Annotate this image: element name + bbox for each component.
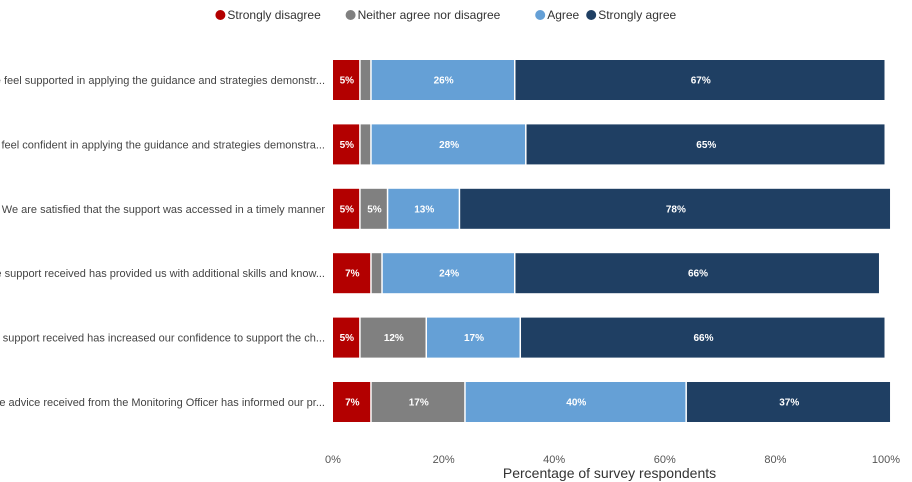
legend-label-1: Neither agree nor disagree xyxy=(358,8,501,22)
bar-segment xyxy=(333,382,371,422)
legend-label-0: Strongly disagree xyxy=(227,8,321,22)
data-label: 12% xyxy=(384,333,404,344)
data-label: 67% xyxy=(691,76,711,87)
bar-segment xyxy=(526,124,885,165)
legend-label-3: Strongly agree xyxy=(598,8,676,22)
category-labels: We feel supported in applying the guidan… xyxy=(0,75,325,409)
bar-segment xyxy=(360,124,371,165)
data-label: 5% xyxy=(340,204,355,215)
data-label: 7% xyxy=(345,398,360,409)
data-label: 5% xyxy=(340,76,355,87)
x-axis: 0% 20% 40% 60% 80% 100% xyxy=(325,454,900,466)
category-label: We feel supported in applying the guidan… xyxy=(0,75,325,87)
x-tick-label: 0% xyxy=(325,454,341,466)
data-label: 66% xyxy=(688,269,708,280)
bar-segment xyxy=(686,382,891,422)
bar-segment xyxy=(427,317,520,358)
data-label: 28% xyxy=(439,140,459,151)
data-label: 66% xyxy=(694,333,714,344)
bar-segment xyxy=(371,253,382,294)
bar-segment xyxy=(333,188,360,229)
data-label: 24% xyxy=(439,269,459,280)
bar-segment xyxy=(388,188,459,229)
bar-segment xyxy=(515,60,885,100)
legend-marker-1 xyxy=(345,10,356,20)
data-label: 37% xyxy=(779,398,799,409)
bar-segment xyxy=(333,253,371,294)
bar-segment xyxy=(515,253,879,294)
data-label: 7% xyxy=(345,269,360,280)
x-tick-label: 100% xyxy=(872,454,900,466)
data-label: 17% xyxy=(464,333,484,344)
data-label: 13% xyxy=(414,204,434,215)
data-label: 65% xyxy=(696,140,716,151)
bar-segment xyxy=(521,317,885,358)
data-label: 5% xyxy=(340,140,355,151)
bar-segment xyxy=(371,60,514,100)
data-label: 78% xyxy=(666,204,686,215)
category-label: The advice received from the Monitoring … xyxy=(0,397,325,409)
bar-segment xyxy=(371,124,526,165)
category-label: The support received has increased our c… xyxy=(0,333,325,345)
bar-segment xyxy=(333,317,360,358)
category-label: We feel confident in applying the guidan… xyxy=(0,139,325,151)
data-label: 5% xyxy=(367,204,382,215)
bar-segment xyxy=(382,253,514,294)
bar-segment xyxy=(360,188,387,229)
data-label: 5% xyxy=(340,333,355,344)
bar-segment xyxy=(465,382,686,422)
legend-marker-3 xyxy=(586,10,597,20)
bars: 5% 26% 67% 5% 28% 65% 5% 5% 13% 78% 7% 24% 66% 5% 12% 1… xyxy=(333,60,891,422)
x-tick-label: 80% xyxy=(764,454,786,466)
bar-segment xyxy=(333,60,360,100)
x-tick-label: 40% xyxy=(543,454,565,466)
data-label: 40% xyxy=(566,398,586,409)
bar-segment xyxy=(371,382,465,422)
data-label: 26% xyxy=(434,76,454,87)
data-label: 17% xyxy=(409,398,429,409)
x-axis-title: Percentage of survey respondents xyxy=(503,465,716,481)
x-tick-label: 20% xyxy=(433,454,455,466)
legend-marker-0 xyxy=(215,10,226,20)
bar-segment xyxy=(360,60,371,100)
legend: Strongly disagree Neither agree nor disag… xyxy=(215,8,677,22)
legend-marker-2 xyxy=(535,10,546,20)
category-label: The support received has provided us wit… xyxy=(0,268,325,280)
legend-label-2: Agree xyxy=(547,8,579,22)
bar-segment xyxy=(333,124,360,165)
bar-segment xyxy=(360,317,426,358)
bar-segment xyxy=(460,188,891,229)
x-tick-label: 60% xyxy=(654,454,676,466)
category-label: We are satisfied that the support was ac… xyxy=(2,204,326,216)
